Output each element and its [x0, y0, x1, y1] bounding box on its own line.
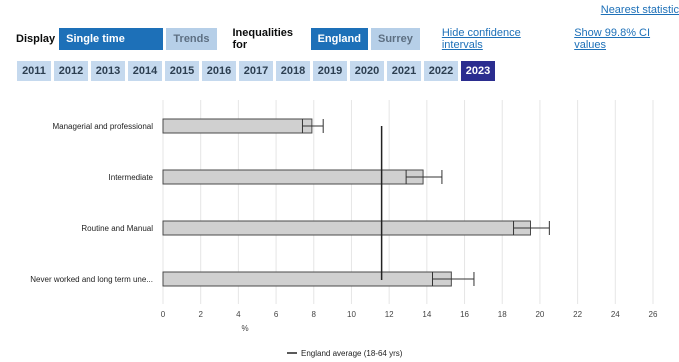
inequalities-label: Inequalities for — [232, 27, 294, 51]
year-tab-2015[interactable]: 2015 — [165, 61, 199, 81]
x-tick-label: 8 — [312, 310, 317, 319]
x-tick-label: 26 — [649, 310, 658, 319]
x-tick-label: 12 — [385, 310, 394, 319]
year-tab-2021[interactable]: 2021 — [387, 61, 421, 81]
year-tab-2018[interactable]: 2018 — [276, 61, 310, 81]
year-tab-2013[interactable]: 2013 — [91, 61, 125, 81]
year-tab-2014[interactable]: 2014 — [128, 61, 162, 81]
year-tab-2012[interactable]: 2012 — [54, 61, 88, 81]
year-tab-2022[interactable]: 2022 — [424, 61, 458, 81]
nearest-statistic-link[interactable]: Nearest statistic — [600, 4, 679, 16]
year-tab-2017[interactable]: 2017 — [239, 61, 273, 81]
bar-2 — [162, 220, 531, 236]
year-tab-2016[interactable]: 2016 — [202, 61, 236, 81]
show-ci-values-link[interactable]: Show 99.8% CI values — [574, 27, 651, 51]
legend-label: England average (18-64 yrs) — [301, 349, 403, 358]
x-tick-label: 10 — [347, 310, 356, 319]
controls-bar: Display Single time period Trends Inequa… — [16, 27, 679, 67]
bar-3 — [162, 271, 452, 287]
x-tick-label: 2 — [198, 310, 203, 319]
x-tick-label: 24 — [611, 310, 620, 319]
x-tick-label: 6 — [274, 310, 279, 319]
x-axis-label: % — [241, 324, 248, 333]
x-tick-label: 0 — [161, 310, 166, 319]
year-tab-2020[interactable]: 2020 — [350, 61, 384, 81]
x-tick-label: 16 — [460, 310, 469, 319]
surrey-button[interactable]: Surrey — [370, 28, 420, 50]
x-tick-label: 18 — [498, 310, 507, 319]
trends-button[interactable]: Trends — [166, 28, 217, 50]
year-selector: 2011 2012 2013 2014 2015 2016 2017 2018 2019 2020… — [17, 61, 498, 81]
hide-confidence-intervals-link[interactable]: Hide confidence intervals — [441, 27, 521, 51]
x-tick-label: 22 — [573, 310, 582, 319]
year-tab-2011[interactable]: 2011 — [17, 61, 51, 81]
category-label: Never worked and long term une... — [30, 275, 153, 284]
category-label: Managerial and professional — [52, 122, 153, 131]
category-label: Intermediate — [109, 173, 154, 182]
bar-1 — [162, 169, 424, 185]
bar-0 — [162, 118, 313, 134]
single-time-period-button[interactable]: Single time period — [59, 28, 164, 67]
x-tick-label: 20 — [535, 310, 544, 319]
category-label: Routine and Manual — [81, 224, 153, 233]
year-tab-2023[interactable]: 2023 — [461, 61, 495, 81]
year-tab-2019[interactable]: 2019 — [313, 61, 347, 81]
x-tick-label: 14 — [422, 310, 431, 319]
england-button[interactable]: England — [310, 28, 368, 50]
x-tick-label: 4 — [236, 310, 241, 319]
display-label: Display — [16, 33, 56, 45]
